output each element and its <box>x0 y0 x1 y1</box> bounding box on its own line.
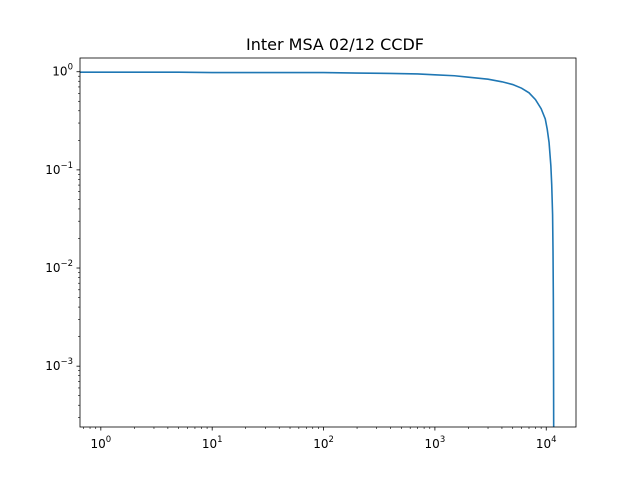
x-tick-label-2: 102 <box>313 435 334 451</box>
x-tick-label-0: 100 <box>90 435 111 451</box>
plot-frame <box>79 57 577 428</box>
x-tick-label-4: 104 <box>536 435 557 451</box>
y-tick-label-1: 10−1 <box>45 161 73 177</box>
y-tick-label-2: 10−2 <box>45 259 73 275</box>
chart-title: Inter MSA 02/12 CCDF <box>246 35 424 54</box>
x-tick-label-3: 103 <box>425 435 446 451</box>
y-tick-label-3: 10−3 <box>45 357 73 373</box>
y-tick-label-0: 100 <box>52 63 73 79</box>
series-layer <box>80 71 555 427</box>
x-tick-label-1: 101 <box>202 435 223 451</box>
axes-layer: 100 101 102 103 104 100 10−1 10−2 10−3 <box>45 57 577 451</box>
series-line-0 <box>80 71 555 427</box>
